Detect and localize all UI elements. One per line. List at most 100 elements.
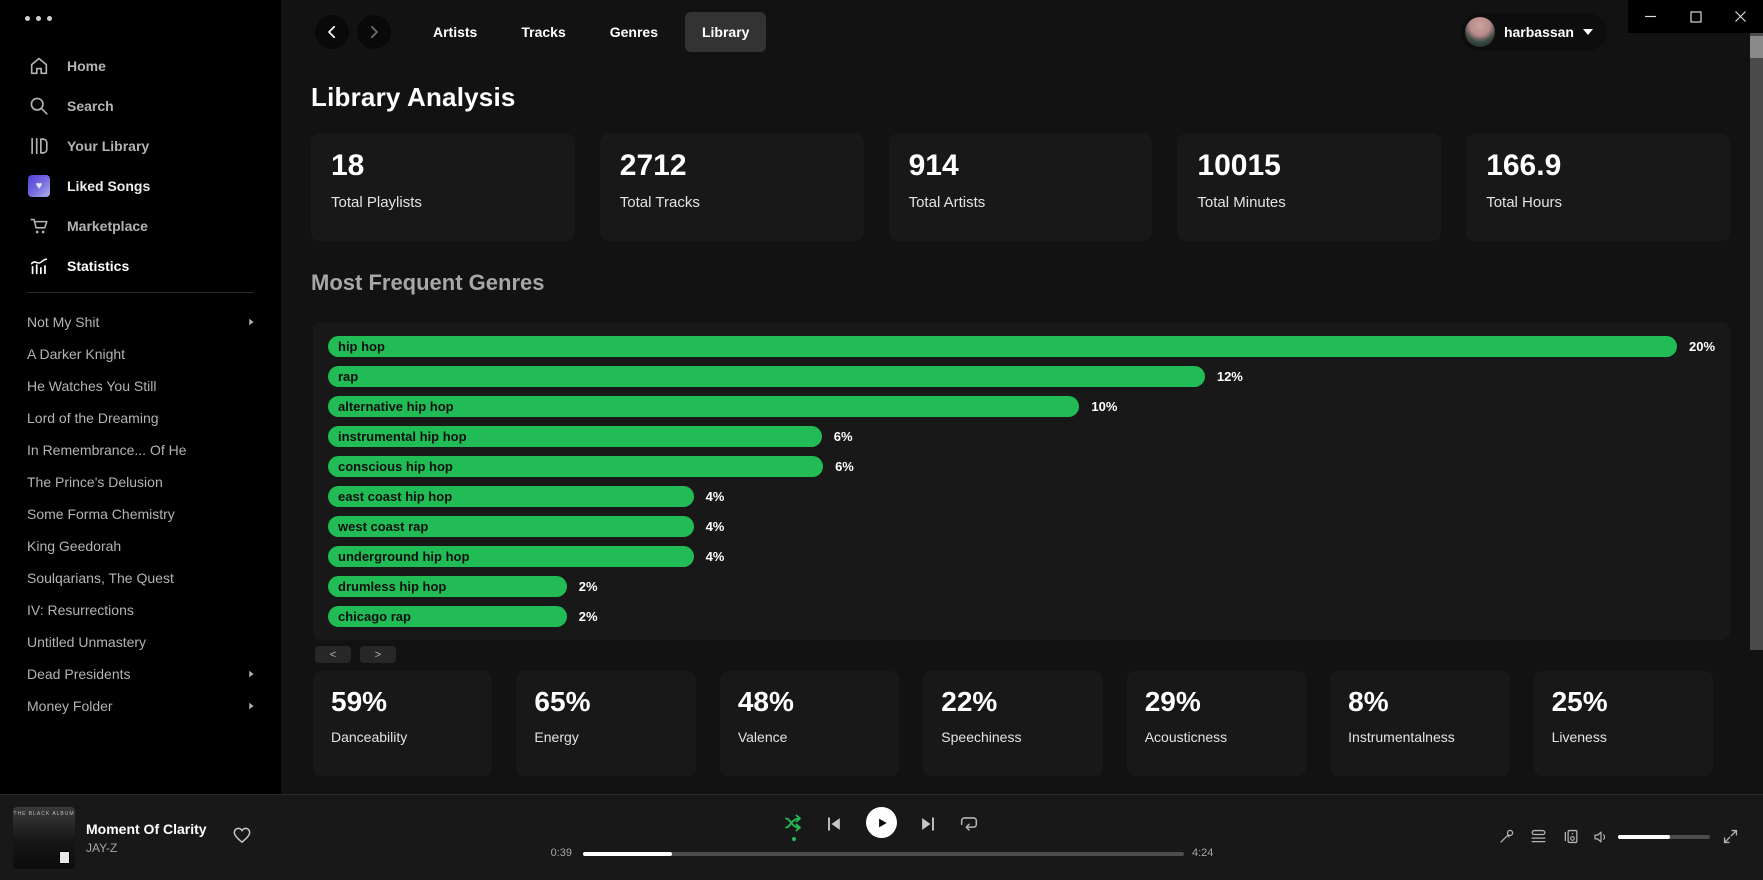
shuffle-button[interactable] [782, 811, 806, 841]
sidebar-item-statistics[interactable]: Statistics [0, 246, 281, 286]
playlist-item[interactable]: Dead Presidents [0, 658, 281, 690]
pager-next-button[interactable]: > [360, 646, 396, 663]
volume-slider[interactable] [1618, 835, 1710, 839]
fullscreen-icon[interactable] [1721, 827, 1740, 846]
like-heart-icon[interactable] [231, 824, 253, 846]
now-playing-artist[interactable]: JAY-Z [86, 841, 118, 855]
genre-bar-value: 2% [578, 579, 598, 594]
genre-bar-value: 4% [705, 519, 725, 534]
window-maximize-button[interactable] [1673, 0, 1718, 33]
app-menu-icon[interactable] [25, 16, 52, 21]
lyrics-microphone-icon[interactable] [1497, 827, 1516, 846]
genre-bar-value: 12% [1216, 369, 1243, 384]
genre-bar-label: conscious hip hop [338, 459, 453, 474]
stats-chart-icon [27, 254, 51, 278]
playlist-item[interactable]: King Geedorah [27, 538, 122, 554]
queue-icon[interactable] [1529, 827, 1548, 846]
chevron-down-icon [1583, 29, 1593, 35]
sidebar-item-liked-songs[interactable]: ♥ Liked Songs [0, 166, 281, 206]
connect-device-icon[interactable] [1561, 827, 1580, 846]
user-menu[interactable]: harbassan [1460, 13, 1607, 51]
playlist-item[interactable]: Some Forma Chemistry [27, 506, 175, 522]
genre-bar-label: hip hop [338, 339, 385, 354]
genre-bar: instrumental hip hop [328, 426, 822, 447]
genre-bar: rap [328, 366, 1205, 387]
sidebar-item-home[interactable]: Home [0, 46, 281, 86]
genre-row: rap 12% [328, 366, 1730, 387]
playlist-item[interactable]: The Prince's Delusion [27, 474, 163, 490]
tab-genres[interactable]: Genres [609, 24, 658, 40]
genre-bar-label: underground hip hop [338, 549, 470, 564]
sidebar-item-search[interactable]: Search [0, 86, 281, 126]
scrollbar-thumb[interactable] [1750, 36, 1763, 58]
playlist-item[interactable]: Soulqarians, The Quest [27, 570, 174, 586]
next-track-button[interactable] [918, 814, 938, 834]
playlist-item[interactable]: Untitled Unmastery [27, 634, 147, 650]
stat-card-total-tracks: 2712 Total Tracks [599, 134, 864, 241]
genres-bar-chart: hip hop 20% rap 12% alternative hip hop … [313, 322, 1730, 640]
chevron-right-icon [245, 668, 257, 680]
genre-bar: east coast hip hop [328, 486, 694, 507]
stat-card-total-hours: 166.9 Total Hours [1466, 134, 1730, 241]
sidebar-item-marketplace[interactable]: Marketplace [0, 206, 281, 246]
volume-icon[interactable] [1592, 828, 1610, 846]
chevron-right-icon [245, 700, 257, 712]
progress-slider[interactable] [583, 852, 1184, 856]
feature-card-energy: 65% Energy [516, 671, 696, 776]
feature-card-valence: 48% Valence [719, 671, 900, 776]
chevron-right-icon [245, 316, 257, 328]
genre-bar: drumless hip hop [328, 576, 567, 597]
genre-bar: west coast rap [328, 516, 694, 537]
genre-row: chicago rap 2% [328, 606, 1730, 627]
nav-forward-button[interactable] [357, 15, 391, 49]
genre-chart-pager: < > [315, 646, 396, 663]
pager-prev-button[interactable]: < [315, 646, 351, 663]
library-stats: 18 Total Playlists 2712 Total Tracks 914… [311, 134, 1730, 241]
now-playing-title[interactable]: Moment Of Clarity [86, 821, 207, 837]
genre-row: instrumental hip hop 6% [328, 426, 1730, 447]
feature-card-liveness: 25% Liveness [1533, 671, 1713, 776]
tab-tracks[interactable]: Tracks [521, 24, 566, 40]
genres-section-title: Most Frequent Genres [311, 270, 545, 295]
repeat-button[interactable] [958, 812, 980, 834]
genre-bar-value: 10% [1091, 399, 1118, 414]
window-minimize-button[interactable] [1628, 0, 1673, 33]
album-art: THE BLACK ALBUM [13, 807, 75, 869]
user-name: harbassan [1503, 24, 1574, 40]
window-close-button[interactable] [1718, 0, 1763, 33]
previous-track-button[interactable] [824, 814, 844, 834]
nav-back-button[interactable] [315, 15, 349, 49]
sidebar-item-label: Statistics [67, 258, 130, 274]
search-icon [27, 94, 51, 118]
playlist-item[interactable]: Money Folder [0, 690, 281, 722]
tab-artists[interactable]: Artists [433, 24, 478, 40]
play-button[interactable] [866, 807, 897, 838]
playlist-item[interactable]: In Remembrance... Of He [27, 442, 187, 458]
genre-bar: alternative hip hop [328, 396, 1080, 417]
time-elapsed: 0:39 [550, 847, 572, 859]
genre-bar-label: drumless hip hop [338, 579, 447, 594]
genre-bar: chicago rap [328, 606, 567, 627]
genre-bar-label: alternative hip hop [338, 399, 454, 414]
playlist-item[interactable]: Not My Shit [0, 306, 281, 338]
playlist-item[interactable]: He Watches You Still [27, 378, 157, 394]
genre-row: conscious hip hop 6% [328, 456, 1730, 477]
avatar [1464, 17, 1495, 47]
tab-library[interactable]: Library [684, 12, 767, 52]
feature-card-speechiness: 22% Speechiness [923, 671, 1103, 776]
genre-row: east coast hip hop 4% [328, 486, 1730, 507]
genre-row: alternative hip hop 10% [328, 396, 1730, 417]
sidebar-item-label: Marketplace [67, 218, 148, 234]
genre-bar: hip hop [328, 336, 1677, 357]
genre-bar-label: chicago rap [338, 609, 411, 624]
sidebar-item-label: Search [67, 98, 114, 114]
cart-icon [27, 214, 51, 238]
progress-fill [583, 852, 672, 856]
playlist-item[interactable]: A Darker Knight [27, 346, 126, 362]
playlist-item[interactable]: IV: Resurrections [27, 602, 134, 618]
sidebar-item-your-library[interactable]: Your Library [0, 126, 281, 166]
playlist-item[interactable]: Lord of the Dreaming [27, 410, 159, 426]
sidebar-playlists: Not My Shit A Darker Knight He Watches Y… [0, 306, 281, 722]
home-icon [27, 54, 51, 78]
page-title: Library Analysis [311, 82, 516, 112]
